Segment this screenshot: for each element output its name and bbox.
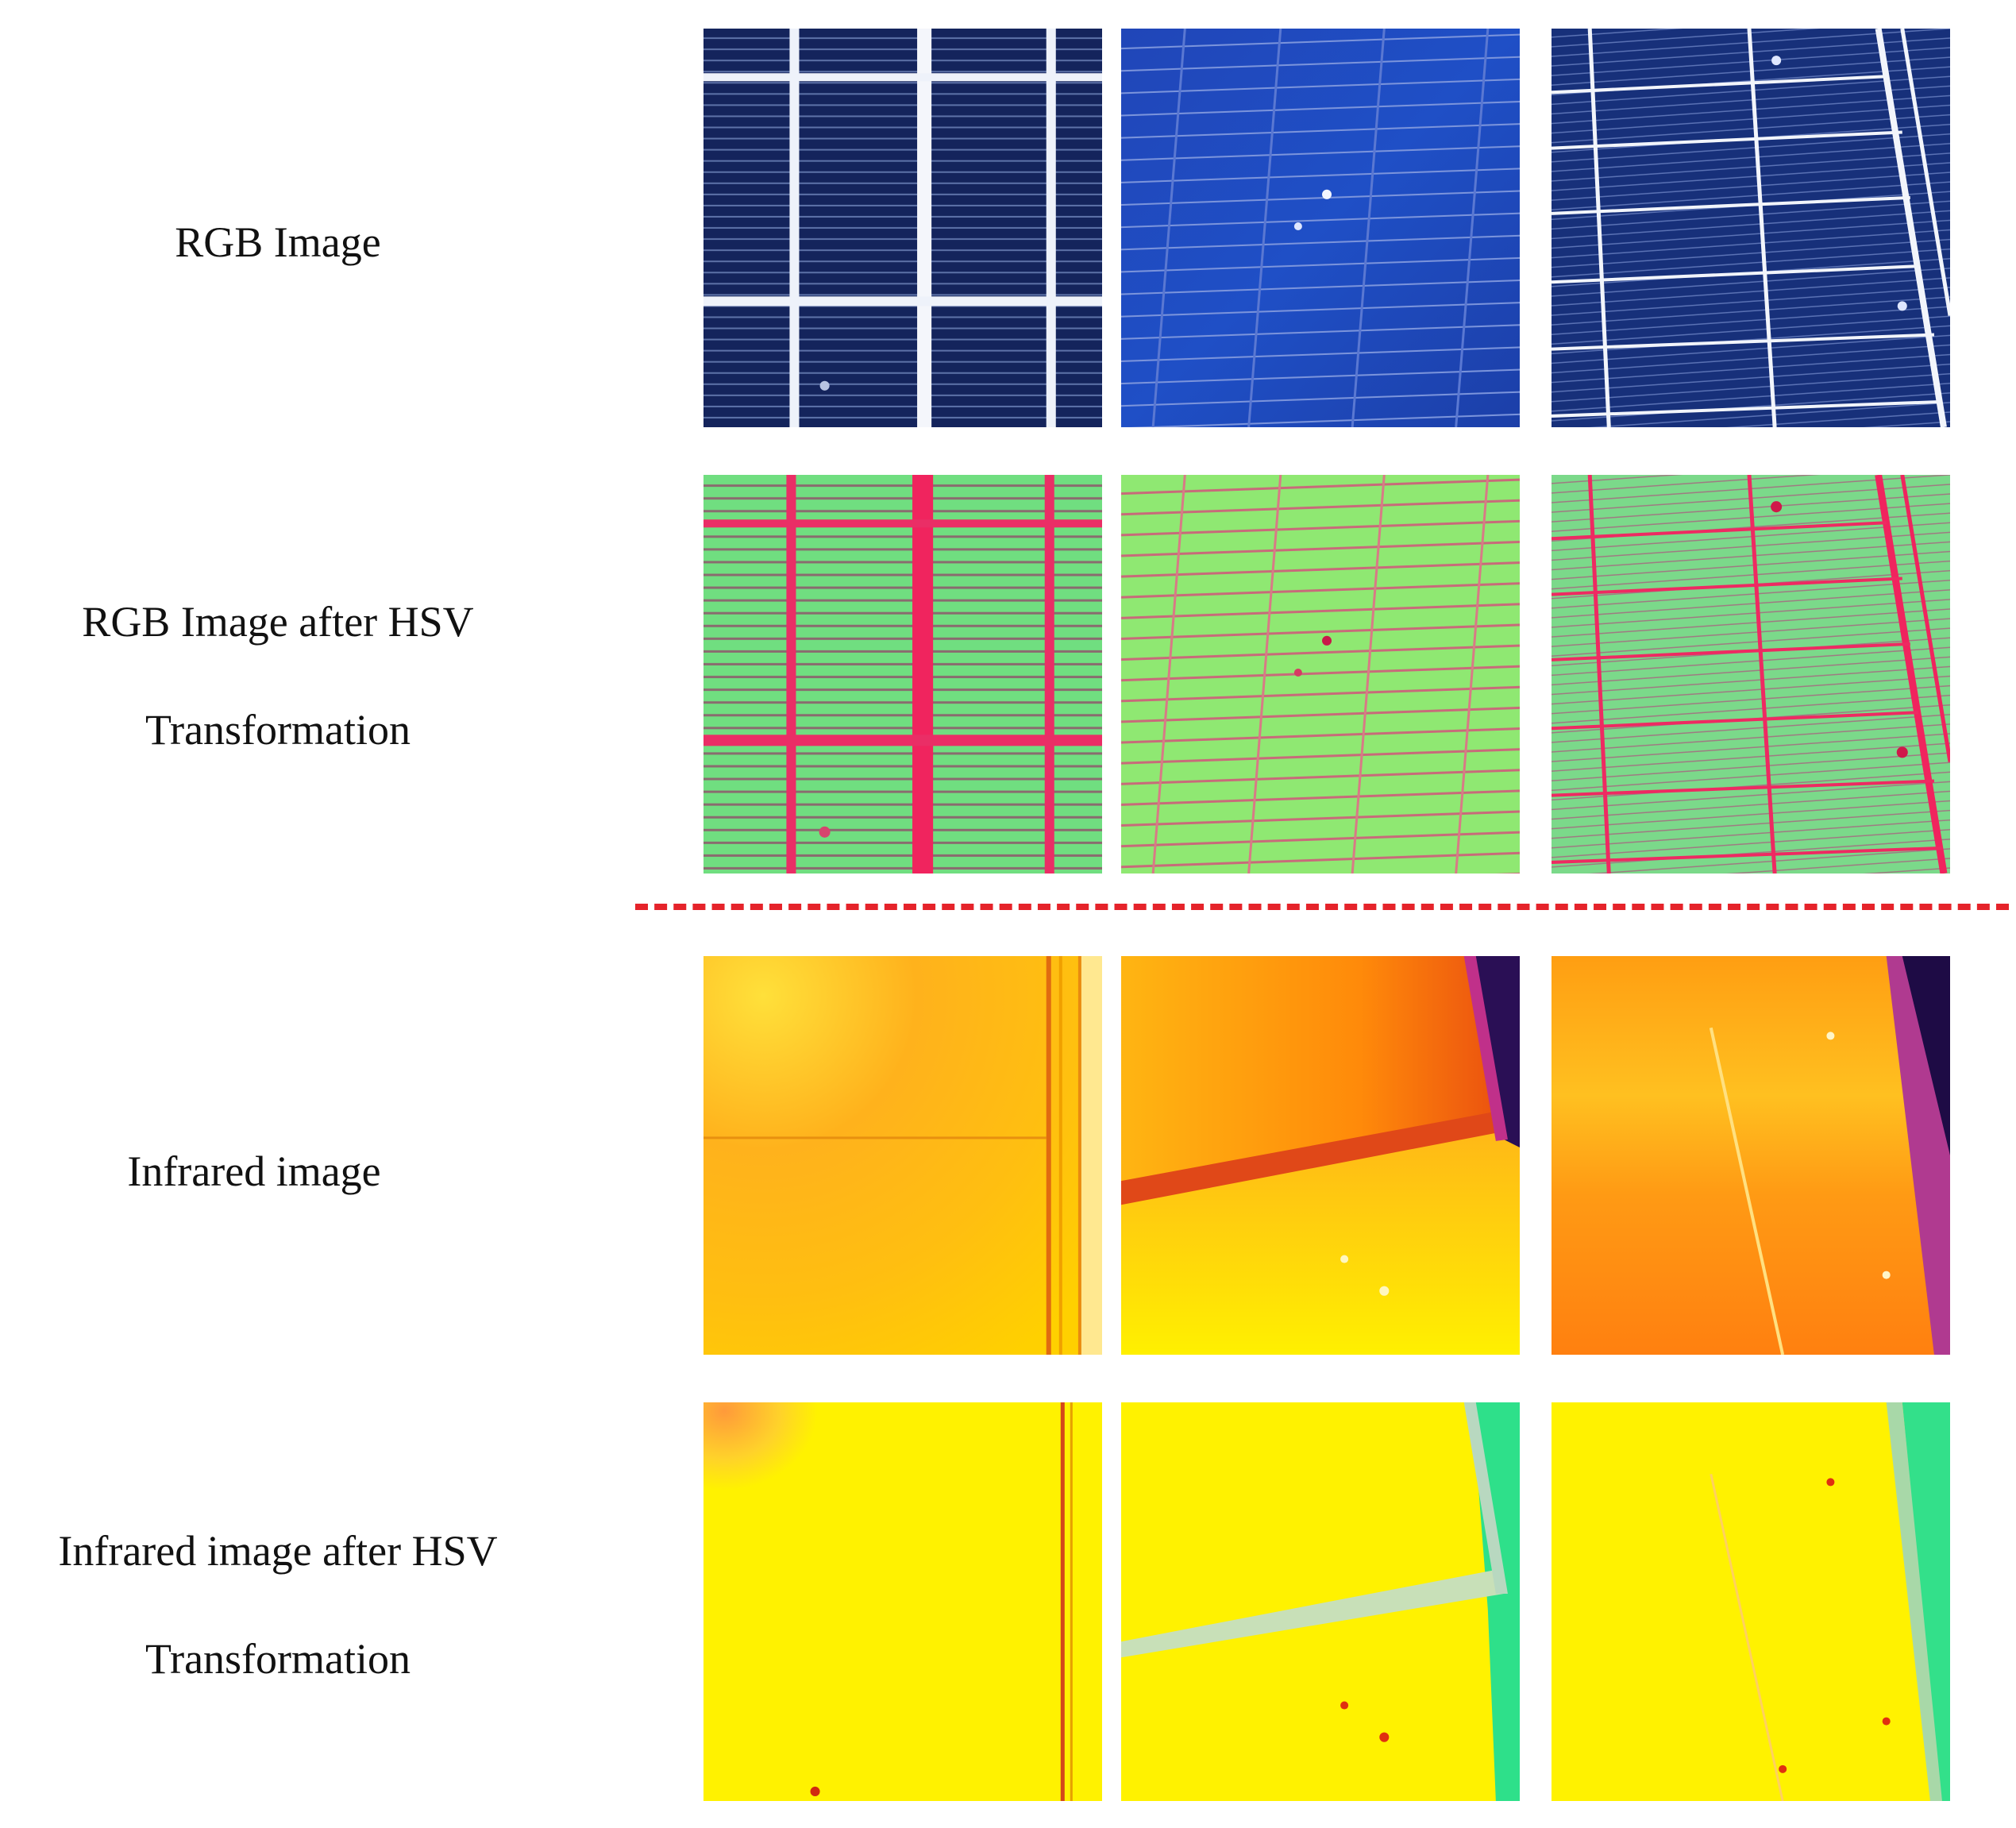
row-label-rgb: RGB Image (0, 221, 556, 264)
row-label-line: RGB Image after HSV (82, 598, 474, 646)
row-label-line: Transformation (145, 1635, 411, 1683)
infrared-image-2 (1121, 956, 1520, 1355)
rgb-image-3 (1552, 29, 1950, 427)
rgb-hsv-image-3 (1552, 475, 1950, 874)
rgb-image-2 (1121, 29, 1520, 427)
row-label-line: Transformation (145, 706, 411, 754)
rgb-hsv-image-1 (703, 475, 1102, 874)
dashed-separator (635, 904, 2009, 910)
infrared-image-1 (703, 956, 1102, 1355)
row-label-infrared-hsv: Infrared image after HSV Transformation (0, 1529, 556, 1680)
row-label-rgb-hsv: RGB Image after HSV Transformation (0, 600, 556, 751)
infrared-hsv-image-3 (1552, 1402, 1950, 1801)
row-label-line: Infrared image after HSV (58, 1527, 498, 1575)
rgb-image-1 (703, 29, 1102, 427)
rgb-hsv-image-2 (1121, 475, 1520, 874)
infrared-hsv-image-1 (703, 1402, 1102, 1801)
row-label-infrared: Infrared image (0, 1150, 508, 1193)
row-label-line: Infrared image (127, 1147, 381, 1195)
infrared-hsv-image-2 (1121, 1402, 1520, 1801)
row-label-line: RGB Image (175, 218, 381, 266)
infrared-image-3 (1552, 956, 1950, 1355)
